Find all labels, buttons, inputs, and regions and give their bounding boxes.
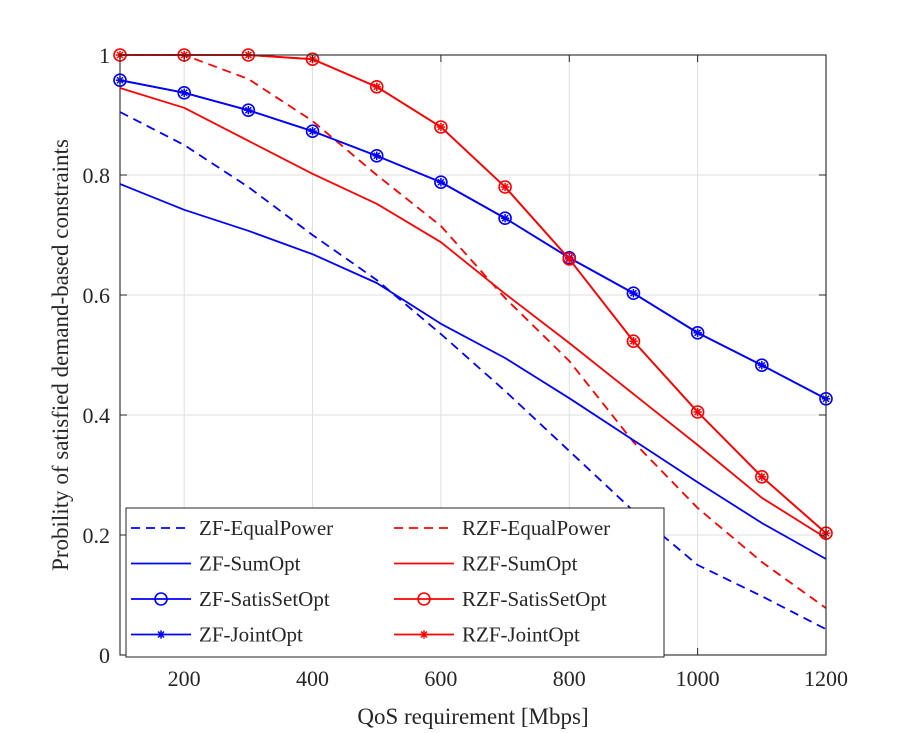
data-point-circle [755, 469, 769, 484]
data-point-star [693, 328, 702, 337]
x-tick-label: 200 [168, 666, 201, 691]
legend-item: ZF-SatisSetOpt [131, 587, 330, 611]
star-stroke [437, 123, 445, 131]
legend-item: RZF-SatisSetOpt [394, 587, 607, 611]
star-stroke [373, 152, 381, 160]
y-tick-label: 1 [99, 43, 110, 68]
x-tick-label: 600 [424, 666, 457, 691]
star-stroke [629, 289, 637, 297]
y-axis-label: Probility of satisfied demand-based cons… [48, 139, 73, 571]
data-point-circle [562, 252, 577, 266]
star-stroke [565, 255, 573, 263]
data-point-star [179, 88, 189, 97]
legend-label: ZF-JointOpt [199, 623, 303, 647]
data-point-star [156, 630, 166, 639]
legend-label: ZF-SatisSetOpt [199, 587, 330, 611]
data-point-circle [177, 86, 191, 100]
data-point-star [629, 337, 638, 346]
data-point-star [244, 106, 253, 115]
star-stroke [420, 631, 428, 638]
data-point-circle [626, 334, 641, 349]
x-tick-label: 400 [296, 666, 329, 691]
legend-label: RZF-SumOpt [462, 552, 578, 576]
legend-label: ZF-EqualPower [199, 516, 333, 540]
data-point-circle [369, 149, 384, 163]
data-point-star [500, 214, 510, 223]
data-point-circle [241, 103, 256, 117]
series-line-rzf-sumopt [119, 87, 827, 539]
data-point-star [565, 254, 574, 264]
star-stroke [501, 214, 509, 222]
legend-label: RZF-SatisSetOpt [462, 587, 607, 611]
series-line-zf-equalpower [119, 111, 827, 631]
data-point-star [372, 82, 381, 91]
y-tick-label: 0.6 [83, 283, 111, 308]
series-zf-sumopt [119, 183, 827, 560]
data-point-star [308, 127, 317, 136]
series-line-zf-sumopt [119, 183, 827, 560]
data-point-circle [305, 124, 320, 138]
data-point-circle [434, 120, 448, 134]
legend-label: ZF-SumOpt [199, 552, 301, 576]
star-stroke [309, 127, 317, 135]
star-stroke [373, 83, 381, 91]
data-point-star [500, 182, 510, 192]
data-point-star [436, 178, 446, 187]
data-point-circle [417, 592, 431, 606]
legend-item: ZF-EqualPower [131, 516, 333, 540]
star-stroke [758, 473, 766, 481]
data-point-circle [690, 405, 705, 419]
data-point-star [629, 289, 638, 298]
data-point-circle [690, 325, 705, 340]
data-point-star [419, 630, 429, 639]
legend-label: RZF-JointOpt [462, 623, 580, 647]
data-point-circle [755, 358, 769, 373]
series-line-zf-jointopt [119, 79, 827, 400]
star-stroke [157, 631, 165, 638]
star-stroke [629, 337, 637, 345]
y-tick-label: 0.8 [83, 163, 111, 188]
y-tick-label: 0.2 [83, 523, 111, 548]
legend: ZF-EqualPower RZF-EqualPower ZF-SumOpt RZF-… [125, 507, 665, 658]
x-tick-label: 1000 [676, 666, 720, 691]
data-point-star [693, 407, 702, 417]
legend-item: ZF-JointOpt [131, 623, 303, 647]
legend-item: ZF-SumOpt [131, 552, 301, 576]
data-point-circle [369, 80, 384, 94]
legend-box [125, 507, 665, 658]
series-line-rzf-equalpower [120, 54, 827, 609]
y-tick-label: 0 [99, 643, 110, 668]
data-point-circle [498, 211, 512, 225]
series-zf-equalpower [119, 111, 827, 631]
legend-label: RZF-EqualPower [462, 516, 610, 540]
star-stroke [501, 183, 509, 191]
legend-item: RZF-EqualPower [394, 516, 610, 540]
data-point-star [436, 122, 446, 132]
series-rzf-equalpower [120, 54, 827, 609]
star-stroke [694, 408, 702, 416]
data-point-star [757, 361, 767, 370]
data-point-star [372, 151, 381, 160]
star-stroke [437, 178, 445, 186]
star-stroke [758, 361, 766, 369]
data-point-circle [498, 180, 512, 194]
data-point-star [757, 472, 767, 481]
x-tick-label: 1200 [804, 666, 848, 691]
y-tick-label: 0.4 [83, 403, 111, 428]
series-rzf-sumopt [119, 87, 827, 539]
legend-item: RZF-JointOpt [394, 623, 580, 647]
legend-item: RZF-SumOpt [394, 552, 578, 576]
x-axis-label: QoS requirement [Mbps] [357, 704, 588, 729]
data-point-circle [626, 286, 641, 301]
star-stroke [180, 89, 188, 97]
data-point-circle [434, 175, 448, 189]
star-stroke [694, 329, 702, 337]
x-tick-label: 800 [553, 666, 586, 691]
data-point-circle [154, 592, 168, 606]
star-stroke [244, 106, 252, 114]
